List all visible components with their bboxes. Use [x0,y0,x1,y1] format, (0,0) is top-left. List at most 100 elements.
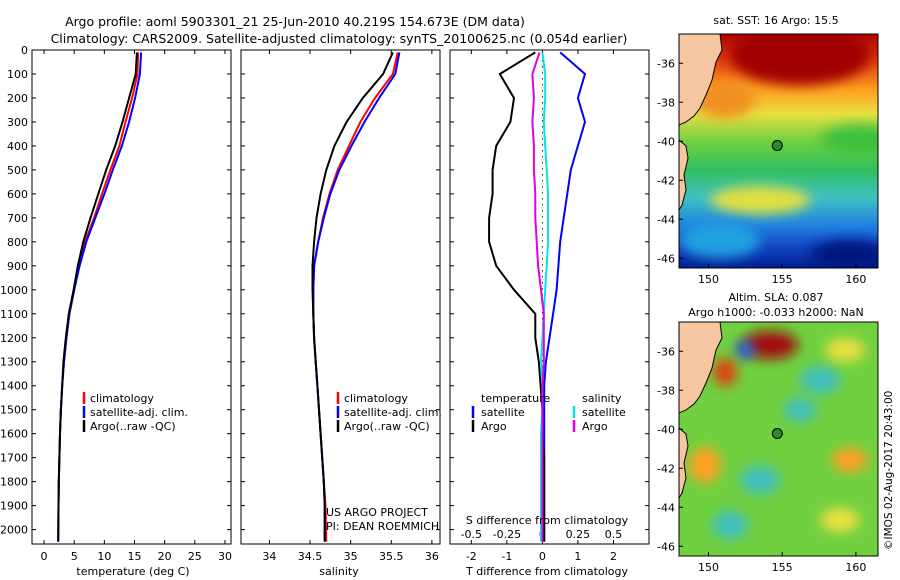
lon-tick-label: 150 [698,273,719,286]
sst-cool-patch [680,222,760,258]
lat-tick-label: -46 [657,540,675,553]
argo-location-marker [771,140,783,152]
pi-credit: PI: DEAN ROEMMICH [326,520,439,533]
series-line-t-argo [488,51,546,542]
sla-mid-patch [825,338,865,362]
sla-low-patch [784,398,816,422]
legend-label-satellite: satellite-adj. clim. [344,406,442,419]
lat-tick-label: -40 [657,423,675,436]
depth-tick-label: 1400 [0,380,28,393]
x-tick-label: 0 [539,550,546,563]
x-tick-label: 36 [425,550,439,563]
legend-label-t-argo: Argo [481,420,507,433]
land-mainland [679,34,723,126]
sst-cold-patch [810,240,878,268]
salinity-plot-frame [240,49,441,545]
x-tick-label: 20 [158,550,172,563]
sla-map-title: Altim. SLA: 0.087 [728,291,823,304]
lat-tick-label: -40 [657,135,675,148]
temperature-plot-frame [31,49,232,545]
temperature-axis: 0 5 10 15 20 25 30 [41,50,232,563]
lon-tick-label: 155 [772,273,793,286]
lat-tick-label: -42 [657,462,675,475]
sla-map: Altim. SLA: 0.087 Argo h1000: -0.033 h20… [657,291,879,574]
legend-label-argo: Argo(..raw -QC) [90,420,176,433]
x-tick-label: 25 [188,550,202,563]
x-tick-label: 0 [41,550,48,563]
depth-tick-label: 600 [7,188,28,201]
difference-panel: -2 -1 0 1 2 -0.5 -0.25 0 0.25 0.5 T difference f… [449,49,650,578]
legend-heading-temperature: temperature [481,392,550,405]
depth-tick-label: 0 [21,44,28,57]
temperature-xlabel: temperature (deg C) [76,565,189,578]
depth-tick-label: 100 [7,68,28,81]
x-tick-label: 34 [262,550,276,563]
depth-tick-label: 1800 [0,476,28,489]
legend-label-s-argo: Argo [582,420,608,433]
salinity-panel: 34 34.5 35 35.5 36 salinity climatology sate… [240,49,442,578]
depth-tick-label: 400 [7,140,28,153]
depth-tick-label: 1600 [0,428,28,441]
depth-tick-label: 1000 [0,284,28,297]
x-tick-label: 5 [71,550,78,563]
depth-tick-label: 500 [7,164,28,177]
depth-tick-label: 1700 [0,452,28,465]
depth-tick-label: 300 [7,116,28,129]
project-credit: US ARGO PROJECT [326,506,428,519]
depth-tick-label: 1200 [0,332,28,345]
s-tick-label: -0.25 [493,528,521,541]
legend-label-climatology: climatology [90,392,154,405]
legend-label-s-satellite: satellite [582,406,626,419]
sla-high-patch [832,448,868,472]
header-subtitle: Climatology: CARS2009. Satellite-adjuste… [51,31,628,46]
x-tick-label: 1 [574,550,581,563]
sst-map-title: sat. SST: 16 Argo: 15.5 [713,14,838,27]
x-tick-label: 35.5 [379,550,404,563]
depth-tick-label: 1900 [0,500,28,513]
sla-map-subtitle: Argo h1000: -0.033 h2000: NaN [688,306,864,319]
legend-label-t-satellite: satellite [481,406,525,419]
s-tick-label: 0.5 [605,528,623,541]
lat-tick-label: -46 [657,252,675,265]
legend-label-satellite: satellite-adj. clim. [90,406,188,419]
depth-tick-label: 900 [7,260,28,273]
sst-warm-eddy [730,34,870,85]
sla-low-patch [740,466,780,494]
salinity-axis: 34 34.5 35 35.5 36 [262,50,439,563]
lat-tick-label: -44 [657,501,675,514]
depth-tick-label: 700 [7,212,28,225]
depth-tick-label: 2000 [0,524,28,537]
lat-tick-label: -38 [657,96,675,109]
sla-high-patch [713,358,737,386]
sla-high-eddy [742,331,798,359]
x-tick-label: -2 [466,550,477,563]
series-line-s-satellite [540,52,550,542]
lat-tick-label: -42 [657,174,675,187]
lon-tick-label: 160 [845,273,866,286]
sla-low-patch [712,511,748,539]
series-line-argo-raw-qc- [311,51,394,542]
x-tick-label: 34.5 [298,550,323,563]
depth-tick-label: 800 [7,236,28,249]
depth-tick-label: 1100 [0,308,28,321]
s-tick-label: 0.25 [566,528,591,541]
legend-label-climatology: climatology [344,392,408,405]
sla-high-patch [689,447,721,483]
t-difference-axis: -2 -1 0 1 2 [466,50,617,563]
series-line-s-argo [531,52,545,542]
x-tick-label: 10 [97,550,111,563]
lon-tick-label: 155 [772,561,793,574]
depth-axis: 0 100 200 300 400 500 600 700 800 900 1000 1100 1200… [0,44,231,537]
land-mainland [679,322,723,414]
s-tick-label: -0.5 [461,528,482,541]
x-tick-label: 35 [344,550,358,563]
lat-tick-label: -36 [657,57,675,70]
x-tick-label: -1 [501,550,512,563]
lon-tick-label: 150 [698,561,719,574]
sst-map: sat. SST: 16 Argo: 15.5 150 155 160 -36 -38 -… [657,14,879,286]
lat-tick-label: -38 [657,384,675,397]
salinity-xlabel: salinity [319,565,359,578]
sst-warm-patch [695,82,755,118]
lat-tick-label: -44 [657,213,675,226]
